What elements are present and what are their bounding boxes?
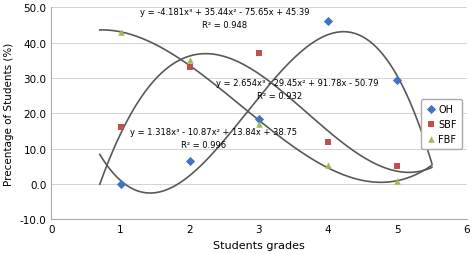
SBF	[255, 52, 263, 56]
FBF	[117, 31, 124, 35]
OH	[393, 78, 401, 82]
Text: R² = 0.948: R² = 0.948	[202, 21, 247, 30]
OH	[324, 20, 332, 24]
FBF	[393, 179, 401, 183]
OH	[117, 182, 124, 186]
SBF	[117, 126, 124, 130]
OH	[255, 117, 263, 121]
Legend: OH, SBF, FBF: OH, SBF, FBF	[421, 100, 462, 149]
OH	[186, 159, 193, 163]
FBF	[324, 163, 332, 167]
Y-axis label: Precentage of Students (%): Precentage of Students (%)	[4, 42, 14, 185]
SBF	[393, 165, 401, 169]
Text: R² = 0.996: R² = 0.996	[181, 141, 226, 150]
Text: R² = 0.932: R² = 0.932	[257, 91, 302, 100]
Text: y = 2.654x³ - 29.45x² + 91.78x - 50.79: y = 2.654x³ - 29.45x² + 91.78x - 50.79	[216, 78, 378, 87]
Text: y = 1.318x³ - 10.87x² + 13.84x + 38.75: y = 1.318x³ - 10.87x² + 13.84x + 38.75	[130, 128, 298, 137]
SBF	[186, 66, 193, 70]
Text: y = -4.181x³ + 35.44x² - 75.65x + 45.39: y = -4.181x³ + 35.44x² - 75.65x + 45.39	[139, 8, 309, 17]
FBF	[186, 59, 193, 63]
X-axis label: Students grades: Students grades	[213, 240, 305, 250]
FBF	[255, 122, 263, 126]
SBF	[324, 140, 332, 144]
